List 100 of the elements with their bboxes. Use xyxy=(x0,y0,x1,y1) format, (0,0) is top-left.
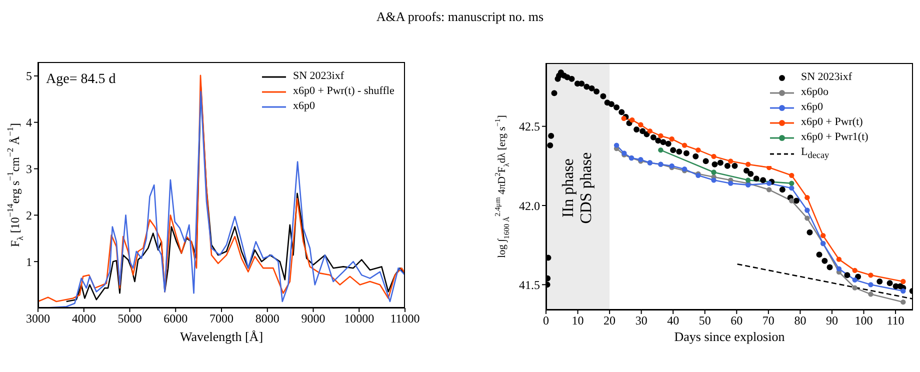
point xyxy=(876,278,883,284)
point xyxy=(670,147,676,154)
annotation: Age= 84.5 d xyxy=(46,72,116,88)
point xyxy=(630,117,635,123)
x-tick-label: 4000 xyxy=(72,312,96,326)
point xyxy=(836,256,842,262)
point xyxy=(804,208,810,213)
y-tick-label: 3 xyxy=(26,162,32,176)
point xyxy=(724,162,730,169)
x-tick-label: 7000 xyxy=(210,312,234,326)
x-tick-label: 10 xyxy=(572,314,584,328)
x-tick-label: 8000 xyxy=(255,312,280,326)
point xyxy=(548,132,554,139)
point xyxy=(584,84,590,90)
y-tick-label: 42.5 xyxy=(519,120,540,134)
text: A&A proofs: manuscript no. ms xyxy=(376,8,544,24)
point xyxy=(852,285,858,290)
point xyxy=(753,176,760,182)
point xyxy=(640,128,646,134)
legend-label: SN 2023ixf xyxy=(801,70,852,85)
x-tick-label: 10000 xyxy=(344,312,374,326)
point xyxy=(868,282,874,288)
point xyxy=(547,142,554,148)
legend-label: x6p0 + Pwr1(t) xyxy=(801,130,868,145)
point xyxy=(766,187,772,192)
point xyxy=(806,229,813,236)
point xyxy=(748,170,754,177)
y-tick-label: 41.5 xyxy=(519,278,540,292)
point xyxy=(614,104,620,110)
y-tick-label: 42.0 xyxy=(519,198,540,213)
x-tick-label: 0 xyxy=(543,314,549,328)
x-tick-label: 20 xyxy=(604,314,616,328)
legend-label: x6p0 + Pwr(t) xyxy=(801,115,863,130)
legend-label: x6p0 xyxy=(801,100,823,115)
point xyxy=(634,126,640,132)
point xyxy=(669,136,674,142)
point xyxy=(614,142,620,148)
point xyxy=(594,88,600,94)
point xyxy=(844,272,850,278)
point xyxy=(717,160,724,166)
x-tick-label: 50 xyxy=(698,314,711,328)
point xyxy=(886,280,893,286)
point xyxy=(779,186,786,193)
x-axis-title: Wavelength [Å] xyxy=(180,329,264,344)
y-tick-label: 4 xyxy=(26,116,32,130)
point xyxy=(804,194,810,200)
point xyxy=(728,180,734,186)
point xyxy=(683,150,690,156)
point xyxy=(745,178,751,183)
point xyxy=(900,288,906,294)
point xyxy=(789,198,794,204)
point xyxy=(692,153,699,160)
point xyxy=(789,172,794,178)
point xyxy=(852,268,858,274)
point xyxy=(658,133,664,138)
legend-label: x6p0o xyxy=(801,85,828,100)
point xyxy=(728,158,734,164)
point xyxy=(696,147,701,153)
point xyxy=(650,134,656,140)
point xyxy=(660,139,666,146)
band-label: IIn phase xyxy=(559,158,576,218)
point xyxy=(744,168,750,174)
point xyxy=(551,90,558,96)
x-tick-label: 90 xyxy=(826,314,838,328)
point xyxy=(588,85,595,92)
point xyxy=(712,161,718,168)
x-tick-label: 9000 xyxy=(301,312,326,326)
point xyxy=(760,177,766,184)
point xyxy=(647,128,653,134)
x-tick-label: 70 xyxy=(762,314,774,328)
point xyxy=(665,140,672,147)
x-tick-label: 30 xyxy=(635,314,648,328)
point xyxy=(638,122,644,128)
x-tick-label: 80 xyxy=(794,314,806,328)
point xyxy=(836,266,842,272)
point xyxy=(826,264,833,270)
annotation: CDS phase xyxy=(577,152,594,224)
point xyxy=(711,178,716,183)
point xyxy=(711,154,716,160)
x-tick-label: 60 xyxy=(730,314,743,328)
point xyxy=(702,158,709,164)
point xyxy=(793,198,800,204)
legend-label: SN 2023ixf xyxy=(293,69,344,84)
legend-label: L$_{decay}$ xyxy=(801,145,830,162)
point xyxy=(600,93,606,100)
x-tick-label: 5000 xyxy=(118,312,142,326)
point xyxy=(745,162,751,167)
point xyxy=(655,138,662,144)
point xyxy=(711,170,716,175)
legend-label: x6p0 + Pwr(t) - shuffle xyxy=(293,84,394,99)
point xyxy=(820,232,826,238)
point xyxy=(608,101,614,108)
point xyxy=(816,252,822,258)
point xyxy=(618,109,625,116)
point xyxy=(789,180,794,186)
point xyxy=(852,277,858,283)
point xyxy=(682,142,688,148)
point xyxy=(789,185,794,191)
legend-label: x6p0 xyxy=(293,99,315,114)
point xyxy=(804,216,810,221)
